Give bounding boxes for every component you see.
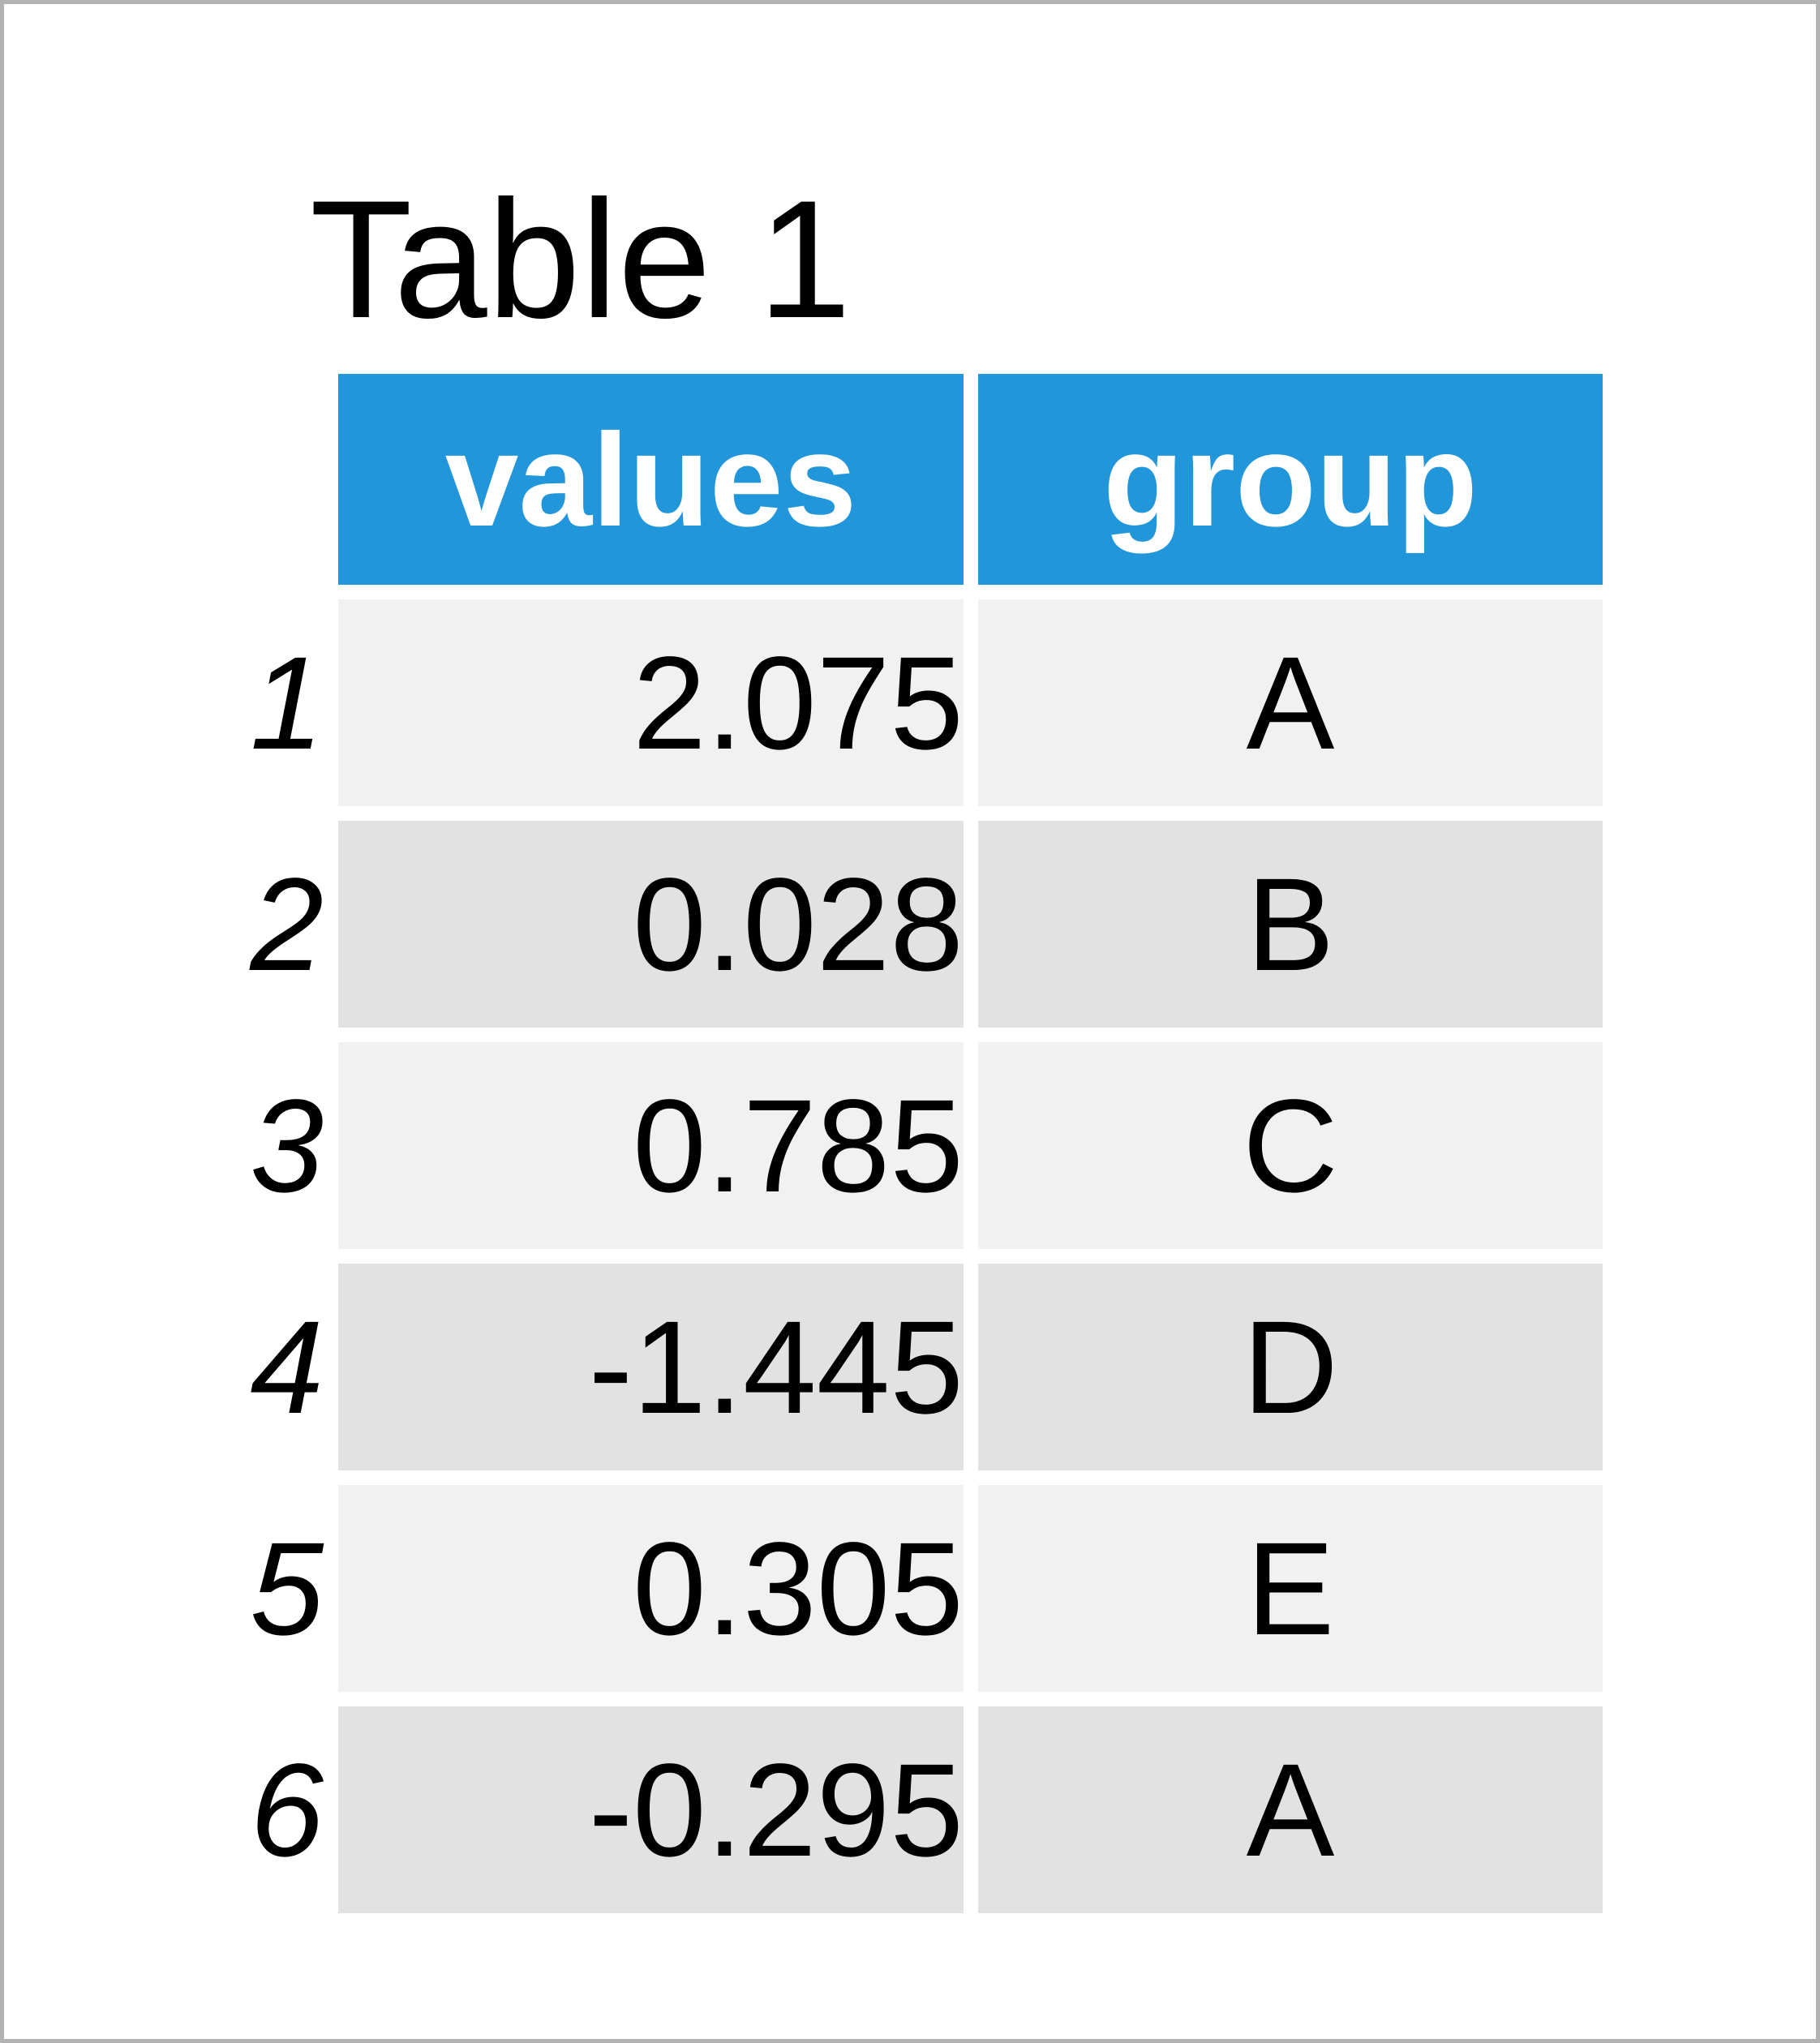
table-row: 5 0.305 E: [236, 1485, 1603, 1692]
cell-values: 2.075: [338, 599, 964, 806]
table-row: 1 2.075 A: [236, 599, 1603, 806]
column-header-values: values: [338, 374, 964, 585]
cell-group: E: [978, 1485, 1603, 1692]
cell-group: B: [978, 821, 1603, 1028]
cell-values: 0.785: [338, 1042, 964, 1249]
page-title: Table 1: [310, 165, 852, 353]
cell-values: 0.028: [338, 821, 964, 1028]
table-row: 3 0.785 C: [236, 1042, 1603, 1249]
table-row: 4 -1.445 D: [236, 1264, 1603, 1470]
row-index: 5: [250, 1514, 324, 1663]
table-row: 2 0.028 B: [236, 821, 1603, 1028]
cell-values: -0.295: [338, 1706, 964, 1913]
cell-group: A: [978, 1706, 1603, 1913]
data-table: values group 1 2.075 A 2 0.028 B 3 0.785…: [221, 359, 1617, 1928]
cell-values: -1.445: [338, 1264, 964, 1470]
cell-group: D: [978, 1264, 1603, 1470]
header-corner-cell: [236, 374, 324, 585]
cell-values: 0.305: [338, 1485, 964, 1692]
row-index: 3: [250, 1071, 324, 1220]
table-row: 6 -0.295 A: [236, 1706, 1603, 1913]
column-header-group: group: [978, 374, 1603, 585]
row-index: 6: [250, 1736, 324, 1884]
cell-group: C: [978, 1042, 1603, 1249]
row-index: 4: [250, 1293, 324, 1441]
cell-group: A: [978, 599, 1603, 806]
table-header-row: values group: [236, 374, 1603, 585]
row-index: 1: [250, 629, 324, 777]
row-index: 2: [250, 850, 324, 998]
